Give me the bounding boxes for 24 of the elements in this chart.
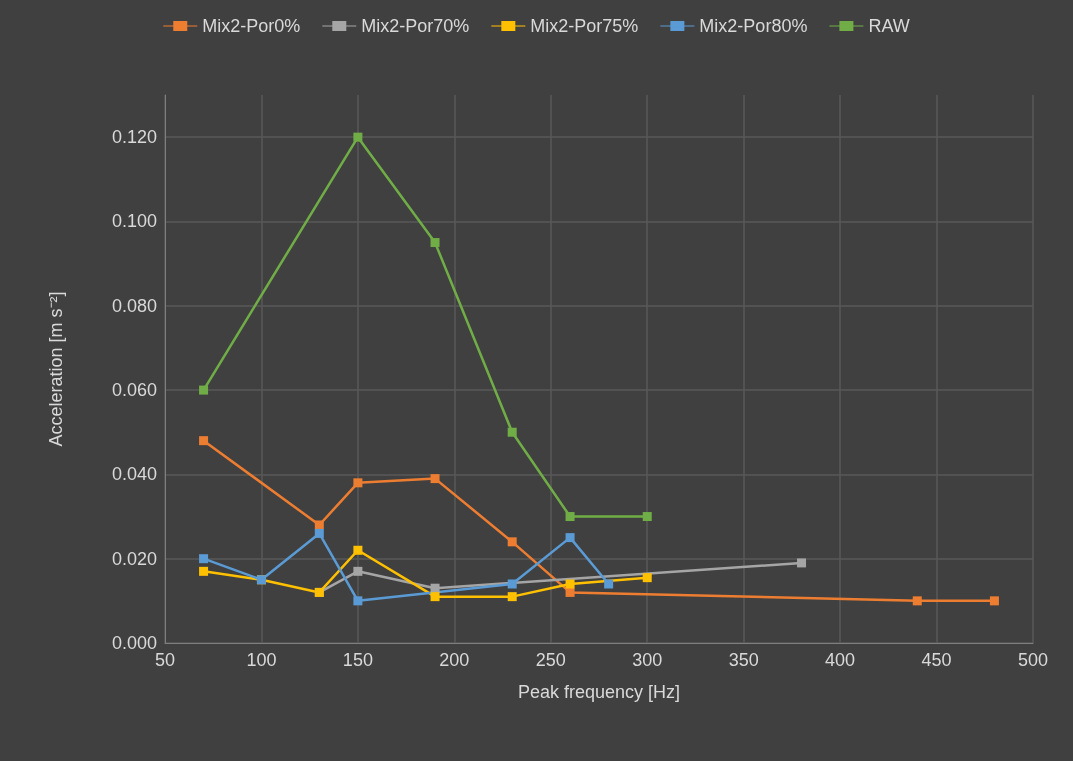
y-tick-label: 0.060 <box>111 380 157 401</box>
x-tick-label: 450 <box>921 650 952 670</box>
x-tick-label: 500 <box>1017 650 1049 670</box>
legend-label: RAW <box>868 16 910 36</box>
y-tick-label: 0.040 <box>111 464 157 485</box>
y-tick-label: 0.020 <box>111 548 157 569</box>
y-tick-label: 0.080 <box>111 295 157 316</box>
y-tick-label: 0.100 <box>111 211 157 232</box>
x-tick-label: 250 <box>535 650 566 670</box>
x-tick-label: 100 <box>246 650 277 670</box>
x-tick-label: 150 <box>342 650 373 670</box>
legend-label: Mix2-Por80% <box>699 16 808 36</box>
legend-label: Mix2-Por75% <box>530 16 639 36</box>
legend-label: Mix2-Por70% <box>361 16 470 36</box>
x-tick-label: 50 <box>154 650 176 670</box>
legend-label: Mix2-Por0% <box>202 16 301 36</box>
y-tick-label: 0.120 <box>111 127 157 148</box>
y-axis-title: Acceleration [m s⁻²] <box>46 291 66 447</box>
x-tick-label: 400 <box>825 650 856 670</box>
x-tick-label: 300 <box>632 650 663 670</box>
y-tick-label: 0.000 <box>111 633 157 653</box>
x-tick-label: 350 <box>728 650 759 670</box>
x-tick-label: 200 <box>439 650 470 670</box>
x-axis-title: Peak frequency [Hz] <box>517 682 681 702</box>
